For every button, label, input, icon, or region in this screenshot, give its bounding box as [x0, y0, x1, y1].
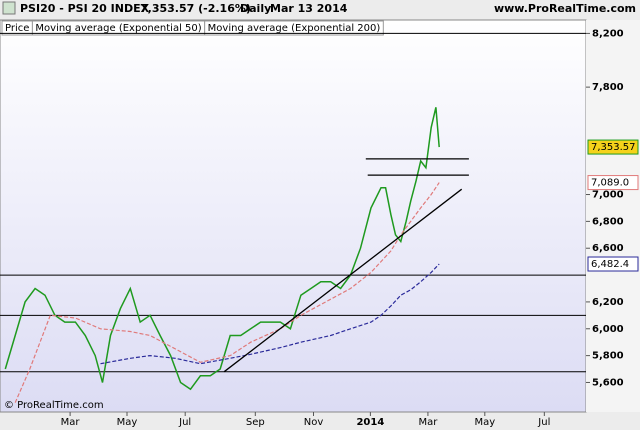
- legend-entry: Moving average (Exponential 50): [35, 23, 201, 34]
- y-tick-label: 6,600: [592, 243, 624, 254]
- y-tick-label: 6,800: [592, 216, 624, 227]
- last-value-box: [587, 256, 639, 272]
- y-tick-label: 5,800: [592, 351, 624, 362]
- series-line: [4, 107, 440, 391]
- brand: www.ProRealTime.com: [494, 2, 636, 15]
- x-tick-label: May: [474, 417, 495, 428]
- x-tick-label: May: [117, 417, 138, 428]
- x-tick-label: Jul: [178, 417, 191, 428]
- x-tick-label: 2014: [356, 417, 384, 428]
- copyright: © ProRealTime.com: [4, 400, 104, 411]
- y-tick-label: 5,600: [592, 377, 624, 388]
- y-tick-label: 7,800: [592, 82, 624, 93]
- last-value-box: [587, 139, 639, 155]
- last-value-label: 6,482.4: [591, 259, 629, 270]
- x-tick-label: Nov: [304, 417, 324, 428]
- x-tick-label: Mar: [61, 417, 81, 428]
- last-value-label: 7,353.57: [591, 142, 636, 153]
- x-tick-label: Mar: [418, 417, 438, 428]
- x-tick-label: Jul: [537, 417, 550, 428]
- chart-subtitle: 7,353.57 (-2.16%): [140, 2, 251, 15]
- legend: Price Moving average (Exponential 50) Movi…: [1, 20, 384, 36]
- chart-title: PSI20 - PSI 20 INDEX: [20, 2, 150, 15]
- date: Mar 13 2014: [270, 2, 348, 15]
- plot-area: [0, 19, 587, 413]
- y-axis-area: [586, 20, 640, 412]
- series-line: [100, 263, 440, 365]
- legend-entry: Moving average (Exponential 200): [208, 23, 381, 34]
- last-value-box: [587, 175, 639, 191]
- y-tick-label: 8,200: [592, 28, 624, 39]
- y-tick-label: 6,200: [592, 297, 624, 308]
- y-tick-label: 7,000: [592, 190, 624, 201]
- legend-entry: Price: [5, 23, 29, 34]
- period: Daily: [240, 2, 271, 15]
- drawn-line: [223, 188, 463, 373]
- x-tick-label: Sep: [246, 417, 265, 428]
- icon: [2, 1, 16, 15]
- last-value-label: 7,089.0: [591, 178, 629, 189]
- y-tick-label: 6,000: [592, 324, 624, 335]
- legend-box: [204, 20, 384, 36]
